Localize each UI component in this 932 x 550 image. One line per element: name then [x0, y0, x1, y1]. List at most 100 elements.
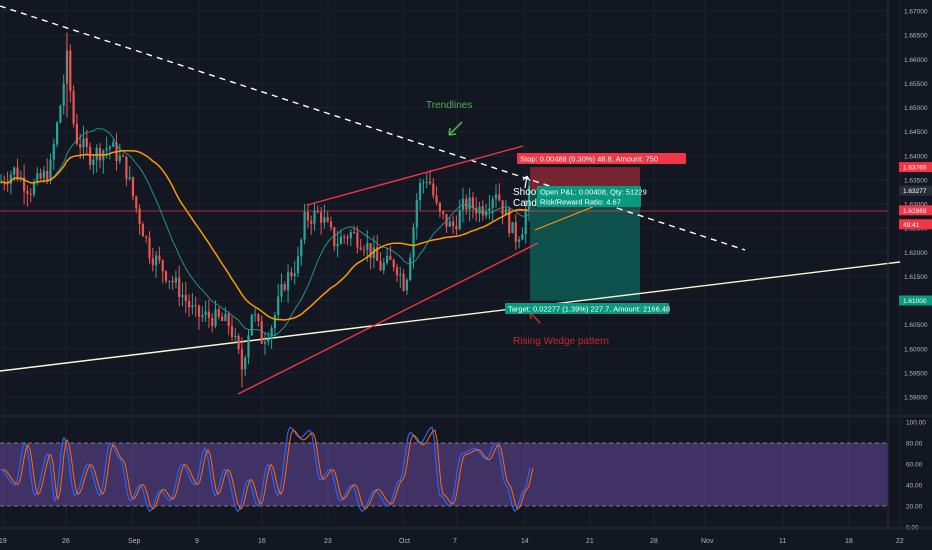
moving-averages	[0, 128, 530, 336]
candle-body	[36, 173, 39, 183]
candle-body	[412, 227, 415, 258]
candle-body	[280, 284, 283, 297]
candle-body	[372, 247, 375, 259]
candle-body	[475, 207, 478, 214]
candle-body	[435, 195, 438, 203]
candle-body	[405, 279, 408, 291]
candle-body	[524, 209, 527, 235]
price-tick-label: 1.66000	[904, 57, 928, 64]
shooting-star-arrow	[522, 175, 531, 189]
candle-body	[181, 294, 184, 298]
osc-tick-label: 100.00	[906, 420, 926, 427]
time-tick-label: Sep	[128, 538, 141, 545]
candle-body	[382, 262, 385, 271]
candle-body	[108, 146, 111, 149]
candle-body	[455, 226, 458, 230]
support-line	[0, 261, 901, 372]
time-axis[interactable]: 19 26 Sep 9 16 23 Oct 7 14 21 28 Nov 11 18 22	[0, 527, 932, 545]
stoch-k-line	[0, 426, 531, 513]
candle-body	[118, 155, 121, 162]
candle-body	[52, 144, 55, 160]
candle-body	[257, 314, 260, 321]
osc-tick-label: 80.00	[906, 441, 923, 448]
candle-body	[214, 309, 217, 327]
candle-body	[389, 255, 392, 260]
candle-body	[442, 211, 445, 215]
candle-body	[399, 274, 402, 276]
candle-body	[346, 237, 349, 239]
candle-body	[402, 274, 405, 291]
candle-body	[247, 335, 250, 358]
candle-body	[273, 315, 276, 329]
candle-body	[465, 198, 468, 210]
price-tag-bg	[899, 219, 932, 230]
candle-body	[518, 239, 521, 242]
candle-body	[237, 335, 240, 350]
price-tag-label: 1.62869	[903, 208, 927, 215]
candle-body	[234, 335, 237, 338]
candle-body	[32, 182, 36, 195]
candle-body	[23, 177, 26, 192]
candle-body	[392, 259, 395, 268]
price-tick-label: 1.64000	[904, 153, 928, 160]
price-tick-label: 1.67000	[904, 9, 928, 16]
slow-moving-average	[0, 149, 530, 321]
candle-body	[75, 123, 78, 144]
candle-body	[263, 341, 267, 344]
candle-body	[112, 142, 115, 147]
time-tick-label: 7	[453, 538, 457, 545]
candles	[0, 32, 531, 388]
candle-body	[49, 159, 52, 182]
price-tag-label: 1.61000	[903, 298, 927, 305]
candle-body	[428, 181, 432, 184]
candle-body	[287, 272, 290, 290]
candle-body	[277, 296, 280, 316]
candle-body	[178, 277, 181, 298]
candle-body	[326, 217, 329, 222]
price-tick-label: 1.65000	[904, 105, 928, 112]
candle-body	[211, 318, 214, 327]
time-tick-label: 14	[521, 538, 529, 545]
candle-body	[448, 221, 451, 227]
time-tick-label: 9	[195, 538, 199, 545]
candle-body	[339, 236, 342, 244]
candle-body	[471, 197, 474, 208]
time-tick-label: 22	[896, 538, 904, 545]
candle-body	[504, 208, 507, 215]
candle-body	[217, 309, 220, 317]
candle-body	[306, 212, 309, 221]
candle-body	[138, 208, 141, 225]
candle-body	[13, 167, 16, 175]
candle-body	[135, 196, 138, 209]
time-tick-label: Oct	[399, 538, 410, 545]
candle-body	[92, 159, 95, 165]
candle-body	[105, 148, 108, 151]
candle-body	[56, 122, 59, 145]
candle-body	[207, 311, 210, 319]
candle-body	[244, 357, 247, 370]
candle-body	[422, 182, 425, 184]
candle-body	[98, 147, 102, 161]
price-axis[interactable]: 1.67000 1.66500 1.66000 1.65500 1.65000 1.645…	[887, 0, 932, 532]
price-tag-bg	[899, 185, 932, 196]
stoch-d-line	[2, 429, 534, 510]
candle-body	[514, 222, 517, 242]
candle-body	[419, 183, 422, 200]
candle-body	[39, 173, 42, 179]
candle-body	[168, 280, 171, 282]
price-tag-bg	[899, 162, 932, 173]
candle-body	[369, 243, 372, 259]
candle-body	[527, 185, 531, 210]
candle-body	[359, 247, 362, 250]
candle-body	[310, 220, 313, 224]
candle-body	[161, 260, 164, 272]
candle-body	[227, 313, 230, 327]
risk-reward-label-bg	[537, 196, 641, 207]
candle-body	[316, 210, 319, 213]
candle-body	[171, 280, 174, 283]
osc-tick-label: 40.00	[906, 483, 923, 490]
candle-body	[174, 277, 177, 283]
candle-body	[46, 170, 49, 182]
candle-body	[329, 221, 333, 228]
